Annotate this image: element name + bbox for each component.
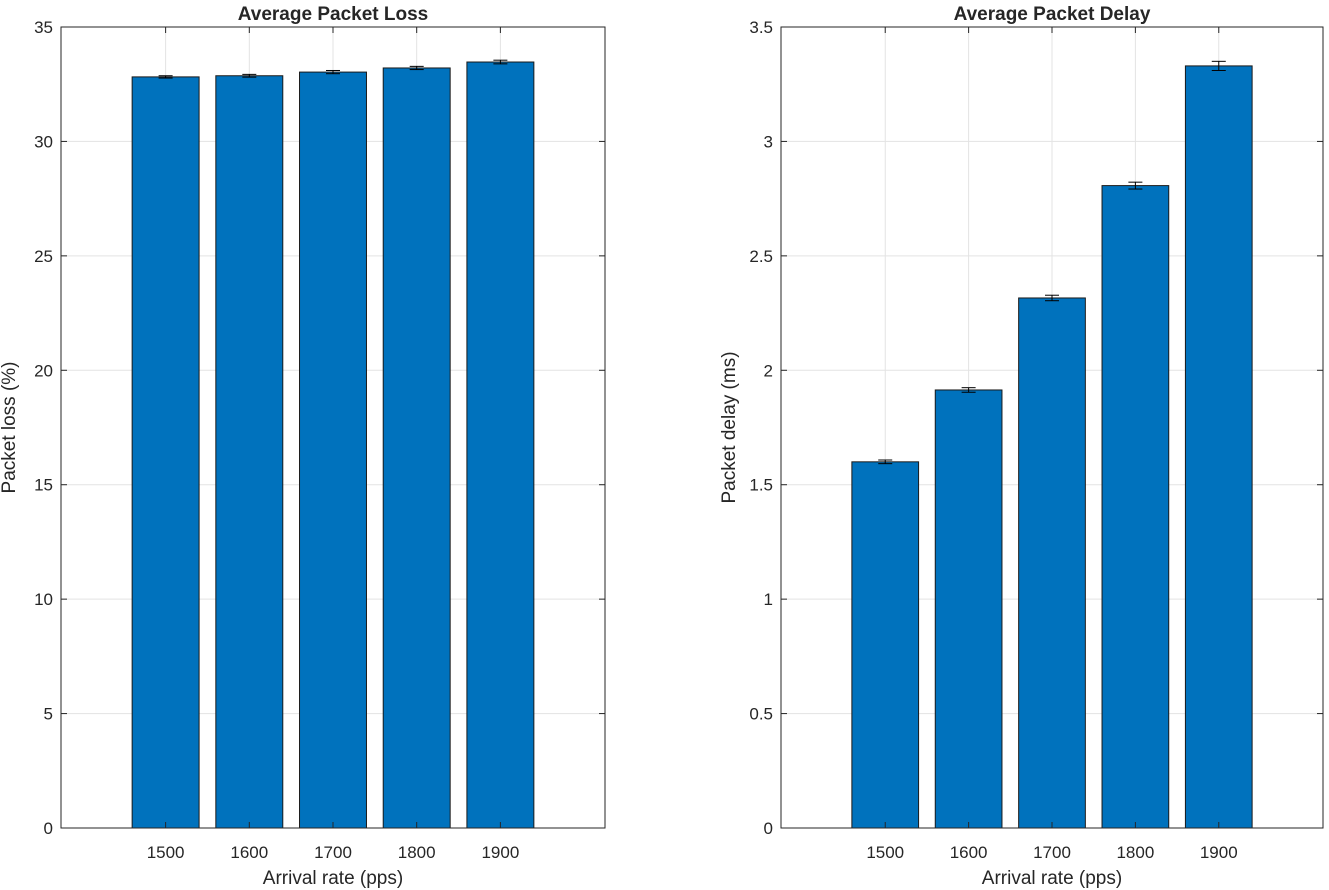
y-tick-label: 0: [44, 819, 53, 838]
y-tick-label: 1.5: [749, 476, 773, 495]
bar-1800: [382, 67, 451, 829]
x-tick-label-1600: 1600: [230, 843, 268, 862]
y-tick-label: 15: [34, 476, 53, 495]
y-tick-label: 25: [34, 247, 53, 266]
bar-1900: [466, 61, 535, 829]
bars-packet-loss: [131, 61, 535, 829]
y-axis-label-packet-loss: Packet loss (%): [0, 362, 20, 494]
y-axis-label-packet-delay: Packet delay (ms): [719, 351, 740, 503]
chart-title-packet-loss: Average Packet Loss: [238, 4, 428, 25]
y-tick-label: 1: [764, 590, 773, 609]
bar-1700: [299, 71, 367, 829]
bar-1600: [934, 389, 1003, 829]
y-tick-label: 2.5: [749, 247, 773, 266]
x-tick-label-1700: 1700: [314, 843, 352, 862]
bar-1600: [215, 75, 284, 829]
ticks-packet-loss: 0 5 10 15 20 25 30 35 1500 1600 1700 1800 1900: [34, 18, 605, 862]
ticks-packet-delay: 0 0.5 1 1.5 2 2.5 3 3.5 1500 1600 1700 1800 1900: [749, 18, 1323, 862]
y-tick-label: 3: [764, 132, 773, 151]
bar-1500: [851, 461, 920, 829]
y-tick-label: 35: [34, 18, 53, 37]
x-tick-label-1900: 1900: [481, 843, 519, 862]
y-tick-label: 0: [764, 819, 773, 838]
x-tick-label-1800: 1800: [398, 843, 436, 862]
error-bars-packet-delay: [878, 60, 1226, 465]
x-tick-label-1500: 1500: [147, 843, 185, 862]
y-tick-label: 0.5: [749, 705, 773, 724]
bar-1800: [1101, 185, 1170, 829]
x-tick-label-1500: 1500: [866, 843, 904, 862]
x-tick-label-1800: 1800: [1116, 843, 1154, 862]
x-tick-label-1900: 1900: [1200, 843, 1238, 862]
bar-1700: [1018, 297, 1086, 829]
y-tick-label: 10: [34, 590, 53, 609]
y-tick-label: 5: [44, 705, 53, 724]
y-tick-label: 3.5: [749, 18, 773, 37]
error-bars-packet-loss: [158, 59, 508, 79]
chart-packet-loss: 0 5 10 15 20 25 30 35 1500 1600 1700 1800 1900 Avera…: [0, 4, 606, 889]
x-axis-label-packet-delay: Arrival rate (pps): [982, 868, 1122, 889]
chart-title-packet-delay: Average Packet Delay: [954, 4, 1151, 25]
bar-1500: [131, 76, 200, 829]
bar-1900: [1184, 65, 1253, 829]
y-tick-label: 2: [764, 361, 773, 380]
x-tick-label-1700: 1700: [1033, 843, 1071, 862]
chart-packet-delay: 0 0.5 1 1.5 2 2.5 3 3.5 1500 1600 1700 1800 1900 Ave…: [719, 4, 1324, 889]
y-tick-label: 30: [34, 132, 53, 151]
y-tick-label: 20: [34, 361, 53, 380]
x-tick-label-1600: 1600: [950, 843, 988, 862]
x-axis-label-packet-loss: Arrival rate (pps): [263, 868, 403, 889]
bars-packet-delay: [851, 65, 1253, 829]
